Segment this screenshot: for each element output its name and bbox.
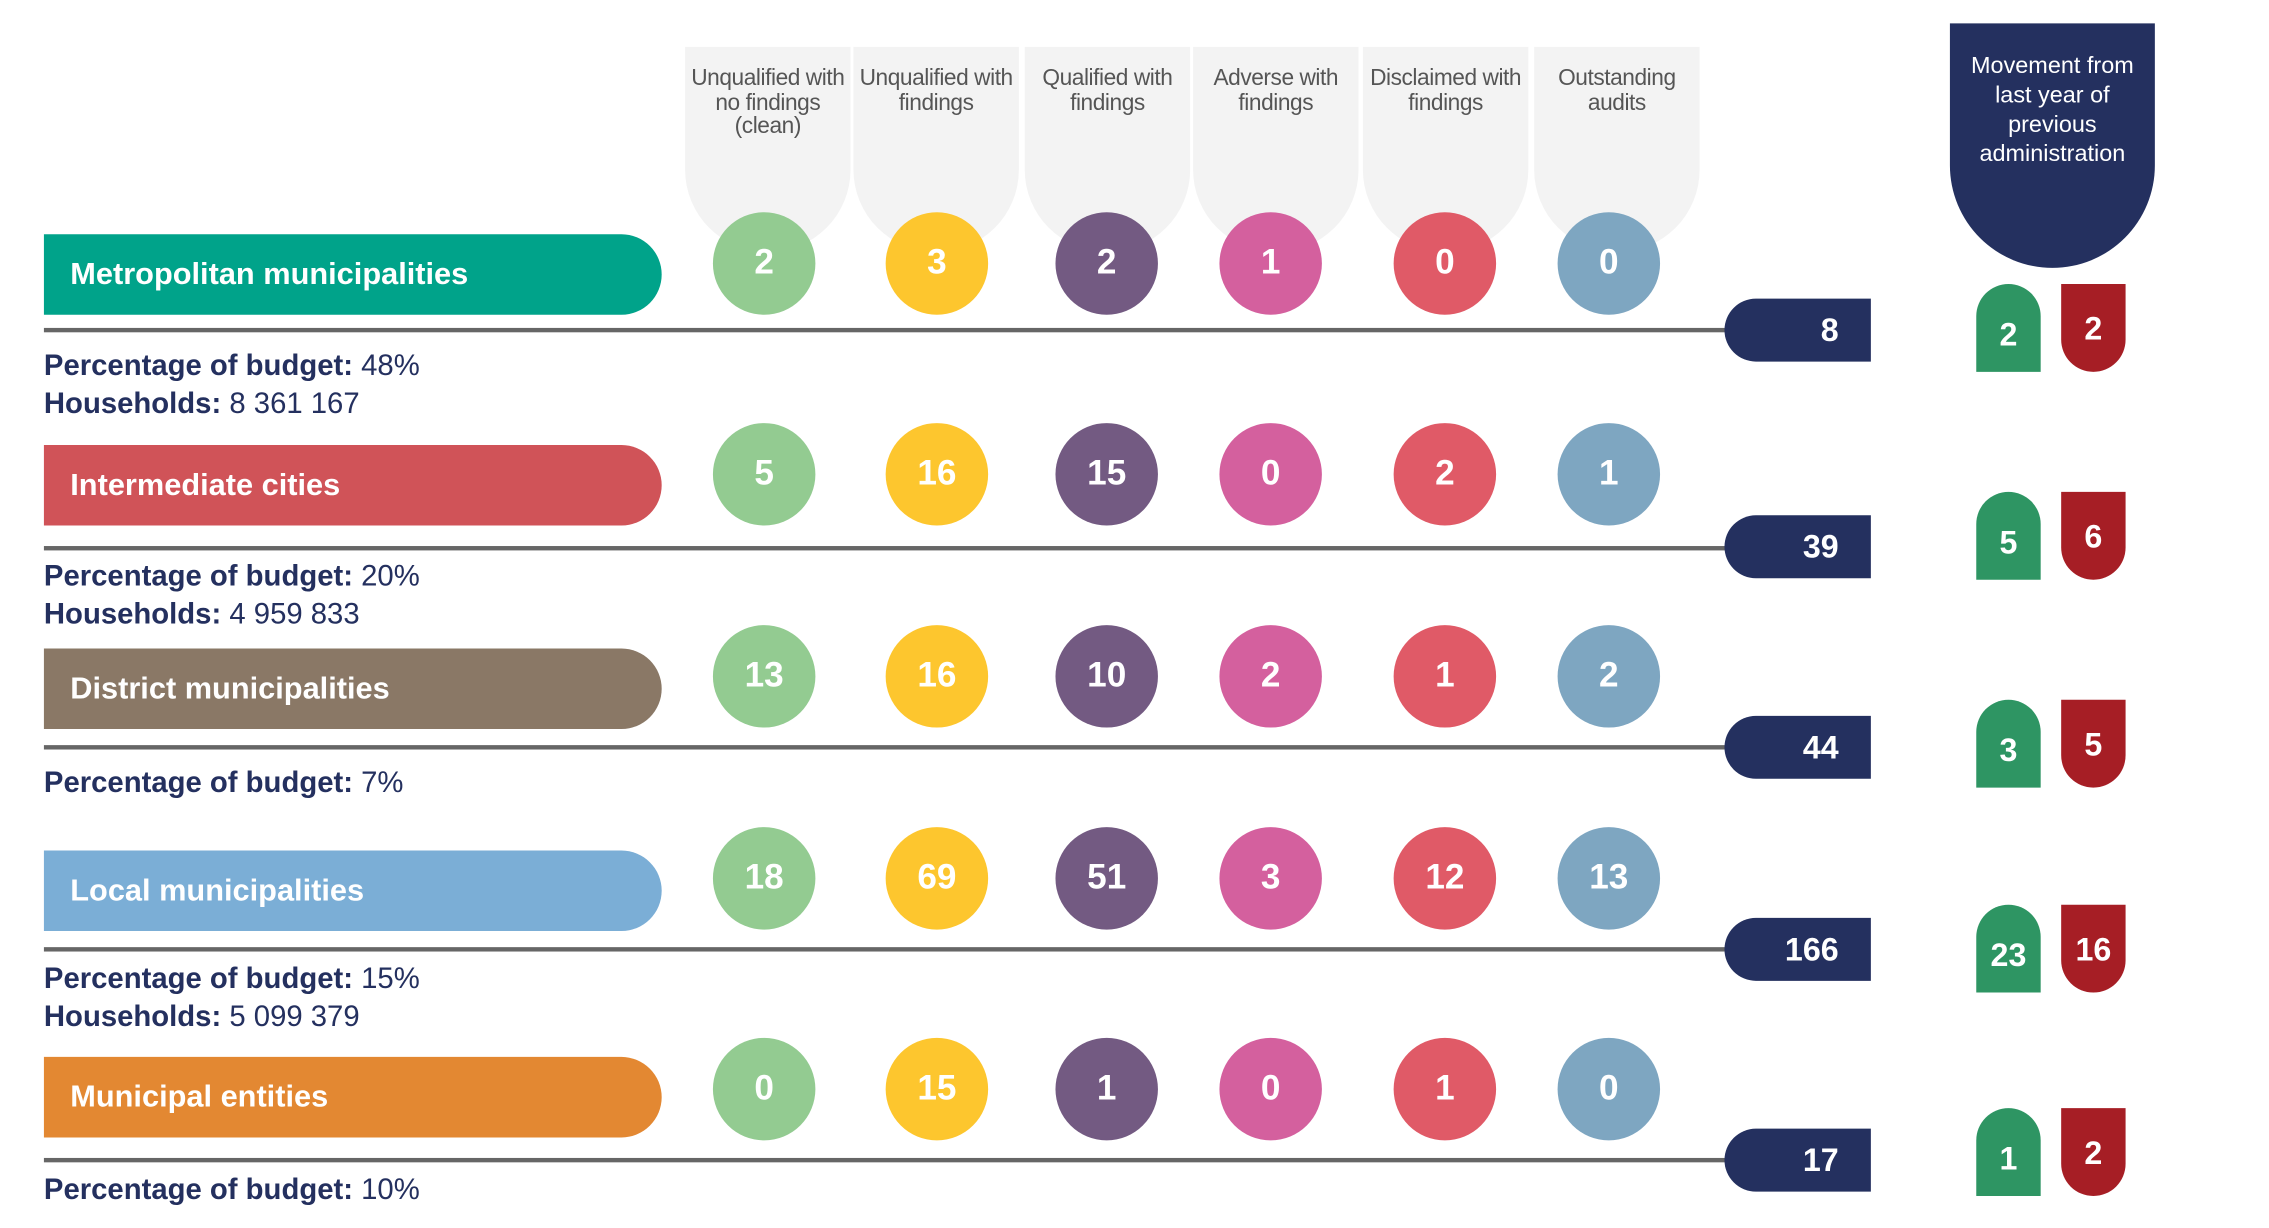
category-label: Local municipalities <box>43 850 662 932</box>
households-value: 5 099 379 <box>229 1001 360 1034</box>
budget-value: 7% <box>361 767 404 800</box>
households-value: 8 361 167 <box>229 387 360 421</box>
households-info: Households: 8 361 167 <box>44 385 360 423</box>
outcome-count-circle: 3 <box>1219 827 1322 930</box>
category-label: District municipalities <box>43 648 662 730</box>
outcome-count-circle: 10 <box>1055 625 1158 728</box>
outcome-count-circle: 1 <box>1219 212 1322 315</box>
budget-label: Percentage of budget: <box>43 349 354 383</box>
outcome-count-circle: 0 <box>1219 423 1322 526</box>
outcome-count-circle: 1 <box>1393 625 1497 728</box>
outcome-count-circle: 1 <box>1055 1037 1158 1141</box>
outcome-count-circle: 18 <box>712 827 816 930</box>
total-count: 44 <box>1724 715 1871 779</box>
category-label: Metropolitan municipalities <box>43 234 662 315</box>
total-count: 8 <box>1724 298 1871 362</box>
outcome-count-circle: 0 <box>1393 212 1497 315</box>
row-divider <box>43 745 1743 750</box>
regressed-count: 2 <box>2061 283 2126 372</box>
outcome-count-circle: 13 <box>712 625 816 728</box>
budget-value: 20% <box>361 560 420 593</box>
budget-value: 10% <box>361 1174 420 1207</box>
households-info: Households: 5 099 379 <box>44 998 360 1036</box>
outcome-count-circle: 16 <box>885 423 989 526</box>
regressed-count: 5 <box>2061 699 2126 788</box>
budget-info: Percentage of budget: 15% <box>44 960 420 998</box>
category-label: Municipal entities <box>43 1056 662 1138</box>
outcome-count-circle: 0 <box>712 1037 816 1141</box>
outcome-count-circle: 51 <box>1055 827 1158 930</box>
budget-label: Percentage of budget: <box>43 560 354 593</box>
outcome-count-circle: 2 <box>712 212 816 315</box>
regressed-count: 2 <box>2061 1108 2126 1197</box>
outcome-count-circle: 0 <box>1557 212 1661 315</box>
regressed-count: 16 <box>2061 904 2126 993</box>
row-divider <box>43 947 1743 952</box>
category-label: Intermediate cities <box>43 445 662 526</box>
outcome-count-circle: 2 <box>1557 625 1661 728</box>
households-label: Households: <box>43 598 222 631</box>
outcome-count-circle: 2 <box>1393 423 1497 526</box>
budget-label: Percentage of budget: <box>43 767 354 800</box>
improved-count: 2 <box>1976 283 2041 372</box>
improved-count: 3 <box>1976 699 2041 788</box>
movement-header: Movement from last year of previous admi… <box>1949 23 2155 268</box>
row-divider <box>43 327 1743 333</box>
households-label: Households: <box>43 1001 222 1034</box>
total-count: 39 <box>1724 515 1871 579</box>
column-header: Adverse with findings <box>1193 46 1359 252</box>
row-divider <box>43 1157 1743 1163</box>
budget-value: 48% <box>361 349 420 383</box>
outcome-count-circle: 15 <box>1055 423 1158 526</box>
outcome-count-circle: 5 <box>712 423 816 526</box>
regressed-count: 6 <box>2061 491 2126 580</box>
households-value: 4 959 833 <box>229 598 360 631</box>
row-divider <box>43 546 1743 551</box>
outcome-count-circle: 13 <box>1557 827 1661 930</box>
budget-info: Percentage of budget: 20% <box>44 558 420 596</box>
budget-info: Percentage of budget: 7% <box>44 764 404 802</box>
outcome-count-circle: 0 <box>1557 1037 1661 1141</box>
budget-info: Percentage of budget: 10% <box>44 1171 420 1209</box>
outcome-count-circle: 0 <box>1219 1037 1322 1141</box>
improved-count: 5 <box>1976 491 2041 580</box>
outcome-count-circle: 15 <box>885 1037 989 1141</box>
improved-count: 23 <box>1976 904 2041 993</box>
budget-label: Percentage of budget: <box>43 963 354 996</box>
outcome-count-circle: 12 <box>1393 827 1497 930</box>
outcome-count-circle: 1 <box>1393 1037 1497 1141</box>
total-count: 17 <box>1724 1128 1871 1192</box>
outcome-count-circle: 69 <box>885 827 989 930</box>
budget-info: Percentage of budget: 48% <box>44 347 420 385</box>
households-label: Households: <box>43 387 222 421</box>
outcome-count-circle: 2 <box>1055 212 1158 315</box>
improved-count: 1 <box>1976 1108 2041 1197</box>
outcome-count-circle: 3 <box>885 212 989 315</box>
budget-label: Percentage of budget: <box>43 1174 354 1207</box>
total-count: 166 <box>1724 917 1871 981</box>
outcome-count-circle: 16 <box>885 625 989 728</box>
households-info: Households: 4 959 833 <box>44 596 360 634</box>
outcome-count-circle: 2 <box>1219 625 1322 728</box>
budget-value: 15% <box>361 963 420 996</box>
outcome-count-circle: 1 <box>1557 423 1661 526</box>
